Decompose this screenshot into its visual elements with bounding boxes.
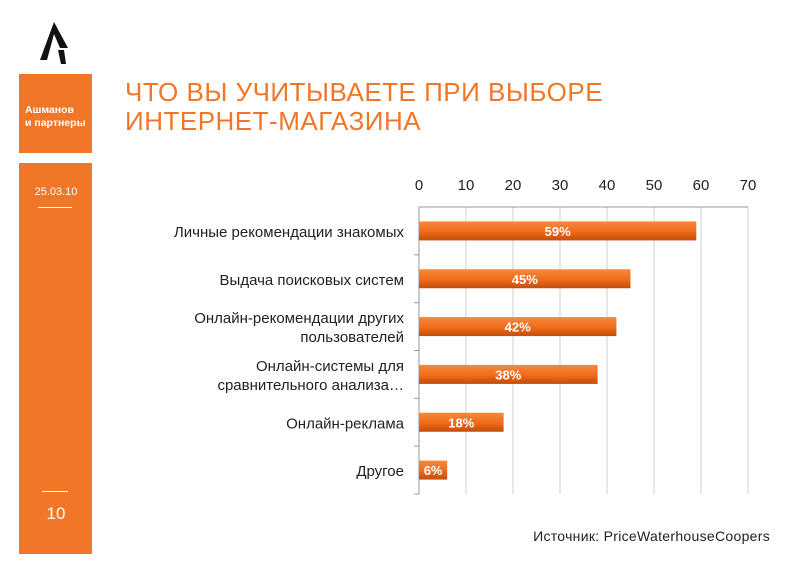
category-label-3-line0: Онлайн-системы для <box>256 358 404 375</box>
bar-0 <box>419 221 697 241</box>
category-label-2-line1: пользователей <box>300 329 404 346</box>
x-tick-label-40: 40 <box>599 177 616 194</box>
brand-name-line1: Ашманов <box>25 104 75 116</box>
x-tick-label-20: 20 <box>505 177 522 194</box>
brand-name: Ашманов и партнеры <box>25 104 86 130</box>
slide-title: ЧТО ВЫ УЧИТЫВАЕТЕ ПРИ ВЫБОРЕ ИНТЕРНЕТ-МА… <box>125 78 685 136</box>
company-logo <box>40 22 68 64</box>
category-label-4: Онлайн-реклама <box>286 415 405 432</box>
x-tick-label-70: 70 <box>740 177 757 194</box>
bar-1 <box>419 269 631 289</box>
bar-2 <box>419 317 617 337</box>
logo-mark-tail <box>58 50 66 64</box>
data-label-5: 6% <box>424 463 443 478</box>
bar-4 <box>419 412 504 432</box>
x-tick-label-50: 50 <box>646 177 663 194</box>
logo-mark <box>40 22 68 60</box>
bar-5 <box>419 460 448 480</box>
brand-panel <box>19 74 92 153</box>
slide-title-line1: ЧТО ВЫ УЧИТЫВАЕТЕ ПРИ ВЫБОРЕ <box>125 77 604 107</box>
category-label-1: Выдача поисковых систем <box>220 272 404 289</box>
x-tick-label-60: 60 <box>693 177 710 194</box>
x-tick-label-30: 30 <box>552 177 569 194</box>
data-label-4: 18% <box>448 415 474 430</box>
data-label-0: 59% <box>545 224 571 239</box>
x-tick-label-0: 0 <box>415 177 423 194</box>
data-label-1: 45% <box>512 272 538 287</box>
x-tick-label-10: 10 <box>458 177 475 194</box>
bar-3 <box>419 364 598 384</box>
source-note: Источник: PriceWaterhouseCoopers <box>533 528 770 544</box>
category-label-5: Другое <box>356 463 404 480</box>
side-panel <box>19 163 92 554</box>
brand-name-line2: и партнеры <box>25 117 86 129</box>
slide-title-line2: ИНТЕРНЕТ-МАГАЗИНА <box>125 106 422 136</box>
category-label-3-line1: сравнительного анализа… <box>217 377 404 394</box>
category-label-2-line0: Онлайн-рекомендации других <box>194 310 404 327</box>
category-label-0: Личные рекомендации знакомых <box>174 224 405 241</box>
page-number: 10 <box>46 504 66 523</box>
data-label-3: 38% <box>495 367 521 382</box>
data-label-2: 42% <box>505 320 531 335</box>
page-divider <box>42 491 68 492</box>
date-divider <box>38 207 72 208</box>
slide-date: 25.03.10 <box>34 186 78 198</box>
